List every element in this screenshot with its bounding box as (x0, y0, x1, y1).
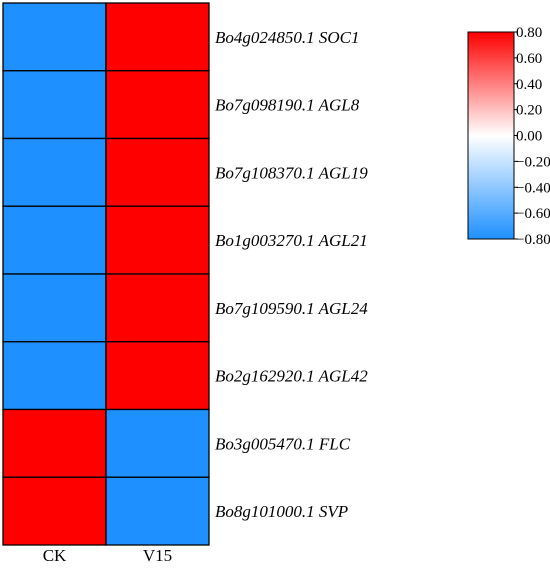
heatmap-cell-bo3g005470-1-flc-ck (2, 408, 107, 478)
row-label-bo7g108370-1-agl19: Bo7g108370.1 AGL19 (215, 163, 368, 182)
row-label-bo3g005470-1-flc: Bo3g005470.1 FLC (215, 434, 351, 453)
heatmap-cell-bo8g101000-1-svp-v15 (105, 476, 210, 546)
row-label-bo1g003270-1-agl21: Bo1g003270.1 AGL21 (215, 231, 368, 250)
column-label-v15: V15 (143, 546, 172, 565)
heatmap-cell-bo7g108370-1-agl19-ck (2, 137, 107, 207)
colorbar: 0.80 0.60 0.40 0.20 0.00 −0.20 −0.40 −0.60 −0.80 (467, 25, 550, 248)
colorbar-tick-label: −0.80 (516, 232, 550, 248)
heatmap-cell-bo7g098190-1-agl8-v15 (105, 70, 210, 140)
colorbar-gradient (467, 31, 515, 240)
heatmap-cell-bo2g162920-1-agl42-ck (2, 341, 107, 411)
heatmap-cell-bo1g003270-1-agl21-ck (2, 205, 107, 275)
row-label-bo2g162920-1-agl42: Bo2g162920.1 AGL42 (215, 367, 368, 386)
row-label-bo7g109590-1-agl24: Bo7g109590.1 AGL24 (215, 299, 368, 318)
colorbar-tick-label: −0.60 (516, 206, 550, 222)
colorbar-tick-label: 0.60 (516, 51, 542, 67)
heatmap-cell-bo4g024850-1-soc1-ck (2, 2, 107, 72)
colorbar-tick-label: 0.80 (516, 25, 542, 41)
row-label-bo7g098190-1-agl8: Bo7g098190.1 AGL8 (215, 96, 360, 115)
colorbar-tick-label: −0.20 (516, 154, 550, 170)
heatmap-cell-bo7g109590-1-agl24-v15 (105, 273, 210, 343)
colorbar-tick-label: 0.20 (516, 103, 542, 119)
column-label-ck: CK (43, 546, 67, 565)
colorbar-tick-label: −0.40 (516, 180, 550, 196)
heatmap-cell-bo4g024850-1-soc1-v15 (105, 2, 210, 72)
colorbar-tick-label: 0.40 (516, 77, 542, 93)
column-labels: CK V15 (43, 546, 172, 565)
row-labels: Bo4g024850.1 SOC1 Bo7g098190.1 AGL8 Bo7g10… (215, 28, 368, 521)
heatmap-cell-bo3g005470-1-flc-v15 (105, 408, 210, 478)
heatmap-cell-bo7g109590-1-agl24-ck (2, 273, 107, 343)
heatmap-cell-bo1g003270-1-agl21-v15 (105, 205, 210, 275)
row-label-bo4g024850-1-soc1: Bo4g024850.1 SOC1 (215, 28, 360, 47)
heatmap-cell-bo7g098190-1-agl8-ck (2, 70, 107, 140)
heatmap-cell-bo7g108370-1-agl19-v15 (105, 137, 210, 207)
row-label-bo8g101000-1-svp: Bo8g101000.1 SVP (215, 502, 348, 521)
heatmap-cell-bo8g101000-1-svp-ck (2, 476, 107, 546)
heatmap-cell-bo2g162920-1-agl42-v15 (105, 341, 210, 411)
heatmap-cells (2, 2, 210, 546)
colorbar-tick-label: 0.00 (516, 129, 542, 145)
